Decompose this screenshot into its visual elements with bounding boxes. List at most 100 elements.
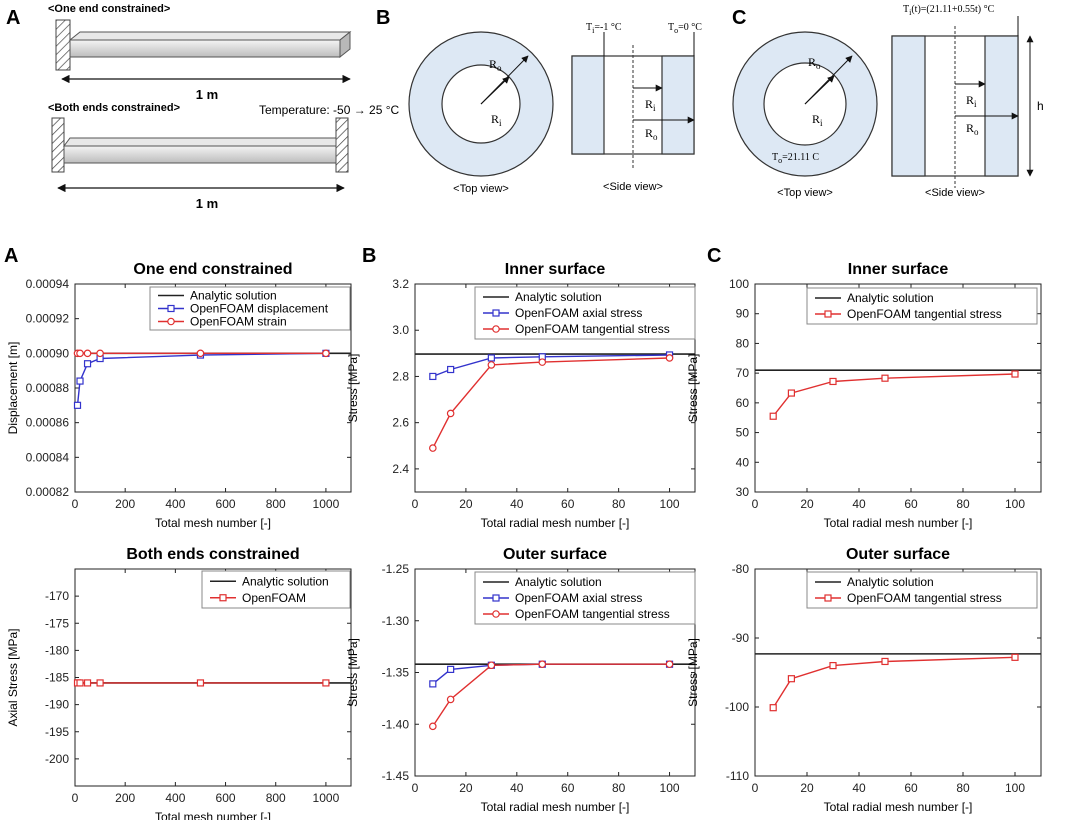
x-tick-label: 20	[459, 781, 473, 795]
x-tick-label: 100	[1005, 497, 1025, 511]
x-axis-label: Total radial mesh number [-]	[824, 516, 973, 530]
x-tick-label: 20	[800, 781, 814, 795]
y-tick-label: -110	[726, 769, 749, 783]
x-tick-label: 800	[266, 497, 286, 511]
y-tick-label: 60	[736, 396, 750, 410]
y-tick-label: 3.0	[392, 323, 409, 337]
legend-label: Analytic solution	[847, 291, 934, 305]
top-view-label-b: <Top view>	[453, 183, 509, 195]
x-tick-label: 1000	[313, 791, 340, 805]
chart-b2: Outer surface 0 20 40 60 80 100 -1.45 -1.40 -1.35…	[346, 546, 696, 814]
to-label-c: To=21.11 C	[772, 152, 819, 165]
legend-marker	[492, 325, 500, 333]
chart-title: Outer surface	[846, 546, 950, 563]
x-tick-label: 0	[72, 497, 79, 511]
ro-label-c: Ro	[808, 55, 821, 71]
data-point	[429, 372, 437, 381]
y-axis-label: Stress [MPa]	[346, 638, 360, 707]
legend: Analytic solution OpenFOAM tangential str…	[806, 287, 1038, 325]
plot-frame	[414, 283, 696, 493]
data-point	[429, 722, 437, 731]
x-tick-label: 800	[266, 791, 286, 805]
legend-label: OpenFOAM tangential stress	[515, 322, 670, 336]
x-tick-label: 400	[165, 497, 185, 511]
to-label-b: To=0 °C	[668, 22, 702, 35]
data-point	[787, 675, 796, 683]
y-axis-label: Displacement [m]	[6, 342, 20, 435]
fixed-wall-right-2	[335, 117, 349, 173]
y-tick-label: -1.45	[382, 769, 410, 783]
legend-label: Analytic solution	[515, 575, 602, 589]
y-tick-label: -195	[45, 725, 69, 739]
y-tick-label: -190	[45, 698, 69, 712]
chart-title: Inner surface	[848, 261, 949, 278]
legend-marker	[824, 594, 832, 602]
x-axis-label: Total radial mesh number [-]	[481, 516, 630, 530]
x-tick-label: 80	[612, 781, 626, 795]
y-tick-label: 2.4	[392, 462, 409, 476]
x-tick-label: 100	[660, 781, 680, 795]
series-line	[432, 354, 670, 378]
side-ri-label-c: Ri	[966, 93, 977, 109]
legend-label: OpenFOAM strain	[190, 315, 287, 329]
panel-letter-c-top: C	[732, 7, 746, 29]
fixed-wall-left-1	[55, 19, 71, 71]
top-view-label-c: <Top view>	[777, 187, 833, 199]
side-view-label-c: <Side view>	[925, 187, 985, 199]
x-tick-label: 40	[510, 497, 524, 511]
legend-box	[806, 571, 1038, 609]
y-tick-label: 0.00084	[26, 450, 70, 464]
chart-c1: C Inner surface 0 20 40 60 80 100 30 40 50 60 70 80 90…	[686, 245, 1042, 530]
legend-marker	[492, 309, 500, 317]
y-tick-label: 0.00092	[26, 312, 70, 326]
side-ri-label-b: Ri	[645, 97, 656, 113]
ri-arrow-c	[804, 75, 835, 105]
panel-letter-b1: B	[362, 245, 376, 267]
chart-title: Both ends constrained	[126, 546, 299, 563]
x-axis-label: Total mesh number [-]	[155, 810, 271, 820]
side-wall-left-c	[891, 35, 926, 177]
data-point	[429, 444, 437, 452]
h-label-c: h	[1037, 99, 1044, 113]
y-axis-label: Stress [MPa]	[346, 354, 360, 423]
y-tick-label: -175	[45, 616, 69, 630]
x-tick-label: 400	[165, 791, 185, 805]
legend: Analytic solution OpenFOAM tangential str…	[806, 571, 1038, 609]
panel-letter-c1: C	[707, 245, 721, 267]
ti-label-b: Ti=-1 °C	[586, 22, 622, 35]
data-point	[446, 409, 455, 418]
x-tick-label: 0	[412, 497, 419, 511]
x-axis-label: Total mesh number [-]	[155, 516, 271, 530]
legend-label: OpenFOAM tangential stress	[847, 591, 1002, 605]
data-point	[829, 661, 837, 670]
ri-label-b: Ri	[491, 112, 502, 128]
panel-letter-b-top: B	[376, 7, 390, 29]
series-line	[76, 352, 326, 406]
legend-marker	[167, 304, 175, 313]
x-axis-label: Total radial mesh number [-]	[824, 800, 973, 814]
data-point	[83, 360, 92, 368]
x-tick-label: 20	[800, 497, 814, 511]
y-tick-label: 100	[729, 277, 749, 291]
x-tick-label: 80	[956, 497, 970, 511]
legend-label: Analytic solution	[190, 289, 277, 303]
data-point	[447, 365, 455, 374]
y-tick-label: -100	[725, 700, 749, 714]
side-view-label-b: <Side view>	[603, 181, 663, 193]
legend: Analytic solution OpenFOAM	[201, 570, 351, 609]
fixed-wall-left-2	[51, 117, 65, 173]
y-tick-label: 0.00082	[26, 485, 70, 499]
y-tick-label: 0.00086	[26, 416, 70, 430]
legend-label: OpenFOAM axial stress	[515, 591, 642, 605]
legend-label: OpenFOAM displacement	[190, 302, 329, 316]
data-point	[96, 679, 104, 687]
y-tick-label: 2.8	[392, 369, 409, 383]
x-tick-label: 0	[752, 497, 759, 511]
data-point	[429, 680, 437, 688]
one-end-label: <One end constrained>	[48, 3, 170, 15]
data-point	[829, 377, 837, 386]
series-line	[432, 357, 670, 449]
y-tick-label: 0.00088	[26, 381, 70, 395]
